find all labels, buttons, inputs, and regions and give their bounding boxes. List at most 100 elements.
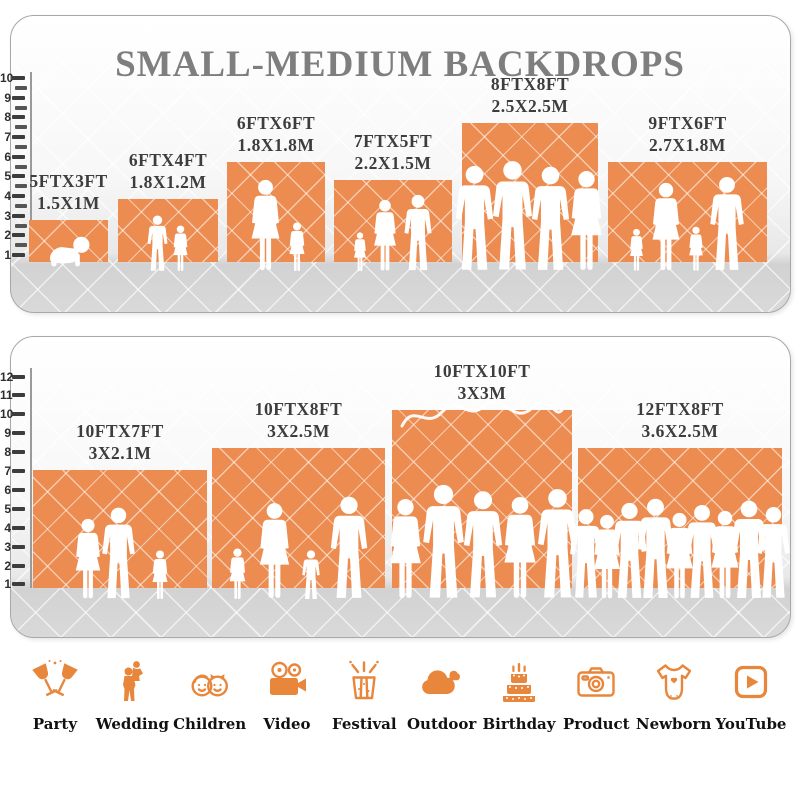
category-label: YouTube bbox=[715, 715, 787, 733]
outdoor-clouds-icon bbox=[421, 670, 460, 695]
ruler-number: 10 bbox=[0, 71, 14, 85]
backdrop-swatch bbox=[212, 448, 385, 588]
ruler-tick: 9 bbox=[0, 424, 25, 442]
ruler-number: 5 bbox=[4, 169, 11, 183]
backdrop-9ftx6ft: 9FTX6FT 2.7X1.8M bbox=[608, 113, 767, 262]
ruler-number: 6 bbox=[4, 150, 11, 164]
baby-silhouette bbox=[44, 234, 94, 268]
backdrop-size-label: 6FTX4FT 1.8X1.2M bbox=[129, 150, 207, 194]
youtube-play-icon bbox=[734, 665, 768, 699]
ruler-tick: 9 bbox=[0, 89, 25, 107]
ruler-minor-tick bbox=[15, 106, 27, 110]
people-silhouettes bbox=[118, 215, 218, 272]
girl-silhouette bbox=[170, 225, 191, 272]
ruler-tick: 11 bbox=[0, 386, 25, 404]
size-ft: 7FTX5FT bbox=[353, 131, 433, 152]
ruler-tick: 1 bbox=[0, 246, 25, 264]
size-ft: 8FTX8FT bbox=[490, 74, 570, 95]
backdrop-swatch bbox=[608, 162, 767, 262]
ruler-tick: 12 bbox=[0, 368, 25, 386]
category-label: Wedding bbox=[95, 715, 169, 733]
ruler-number: 4 bbox=[4, 189, 11, 203]
ruler-tick: 7 bbox=[0, 462, 25, 480]
girl-silhouette bbox=[351, 232, 369, 272]
size-m: 3X2.1M bbox=[88, 443, 152, 464]
backdrop-size-label: 6FTX6FT 1.8X1.8M bbox=[237, 113, 315, 157]
ruler-number: 9 bbox=[4, 91, 11, 105]
video-camera-icon bbox=[269, 661, 306, 695]
ruler-tick: 4 bbox=[0, 187, 25, 205]
wedding-couple-icon bbox=[123, 661, 144, 701]
size-m: 2.7X1.8M bbox=[649, 135, 726, 156]
ruler-number: 10 bbox=[0, 407, 14, 421]
ruler-number: 11 bbox=[0, 388, 13, 402]
backdrop-12ftx8ft: 12FTX8FT 3.6X2.5M bbox=[578, 399, 782, 588]
category-label: Newborn bbox=[635, 715, 712, 733]
people-silhouettes bbox=[462, 160, 598, 272]
ruler-number: 3 bbox=[4, 209, 11, 223]
ruler-tick: 1 bbox=[0, 575, 25, 593]
category-product: Product bbox=[563, 658, 630, 733]
party-glasses-icon bbox=[32, 660, 78, 696]
woman-silhouette bbox=[245, 179, 286, 272]
backdrop-size-label: 5FTX3FT 1.5X1M bbox=[29, 171, 107, 215]
ruler-minor-tick bbox=[15, 86, 27, 90]
newborn-onesie-icon bbox=[656, 664, 691, 700]
man-silhouette bbox=[326, 496, 372, 600]
backdrop-swatch bbox=[334, 180, 452, 262]
woman-silhouette bbox=[564, 170, 609, 272]
ruler-number: 9 bbox=[4, 426, 11, 440]
ruler-number: 12 bbox=[0, 370, 14, 384]
category-label: Children bbox=[173, 715, 247, 733]
backdrop-swatch bbox=[578, 448, 782, 588]
people-silhouettes bbox=[608, 176, 767, 272]
ruler-minor-tick bbox=[15, 184, 27, 188]
ruler-tick: 8 bbox=[0, 443, 25, 461]
size-ft: 12FTX8FT bbox=[636, 399, 724, 420]
man-silhouette bbox=[753, 506, 794, 600]
category-party: Party bbox=[22, 658, 88, 733]
backdrop-swatch bbox=[29, 220, 108, 262]
ruler-tick: 4 bbox=[0, 519, 25, 537]
product-camera-icon bbox=[577, 667, 615, 697]
category-children: Children bbox=[173, 658, 246, 733]
category-label: Birthday bbox=[482, 715, 556, 733]
people-silhouettes bbox=[33, 507, 207, 600]
backdrop-size-label: 12FTX8FT 3.6X2.5M bbox=[636, 399, 724, 443]
ruler-axis-line bbox=[30, 368, 32, 588]
ruler-tick: 8 bbox=[0, 108, 25, 126]
backdrop-swatch bbox=[227, 162, 325, 262]
backdrop-10ftx8ft: 10FTX8FT 3X2.5M bbox=[212, 399, 385, 588]
ruler-tick: 10 bbox=[0, 405, 25, 423]
ruler-number: 1 bbox=[4, 577, 11, 591]
category-outdoor: Outdoor bbox=[407, 658, 476, 733]
ruler-minor-tick bbox=[15, 204, 27, 208]
ruler-number: 5 bbox=[4, 502, 11, 516]
ruler-tick: 6 bbox=[0, 148, 25, 166]
ruler-number: 3 bbox=[4, 540, 11, 554]
size-ft: 10FTX7FT bbox=[76, 421, 164, 442]
ruler-number: 2 bbox=[4, 559, 11, 573]
category-label: Festival bbox=[332, 715, 397, 733]
ruler-tick: 2 bbox=[0, 557, 25, 575]
size-m: 3X2.5M bbox=[267, 421, 330, 442]
backdrop-10ftx10ft: 10FTX10FT 3X3M bbox=[392, 361, 572, 588]
size-ft: 9FTX6FT bbox=[648, 113, 727, 134]
people-silhouettes bbox=[578, 498, 782, 600]
category-festival: Festival bbox=[331, 658, 397, 733]
people-silhouettes bbox=[392, 484, 572, 600]
boy-silhouette bbox=[145, 215, 170, 272]
backdrop-size-label: 10FTX8FT 3X2.5M bbox=[255, 399, 343, 443]
ruler-minor-tick bbox=[15, 243, 27, 247]
people-silhouettes bbox=[334, 194, 452, 272]
backdrop-swatch bbox=[462, 123, 598, 262]
category-label: Party bbox=[32, 715, 78, 733]
backdrop-swatch bbox=[392, 400, 572, 588]
man-silhouette bbox=[98, 507, 139, 600]
ruler-tick: 6 bbox=[0, 481, 25, 499]
children-faces-icon bbox=[191, 674, 228, 697]
ruler-number: 6 bbox=[4, 483, 11, 497]
category-label: Video bbox=[263, 715, 311, 733]
ruler-number: 4 bbox=[4, 521, 11, 535]
ruler-number: 8 bbox=[4, 445, 11, 459]
